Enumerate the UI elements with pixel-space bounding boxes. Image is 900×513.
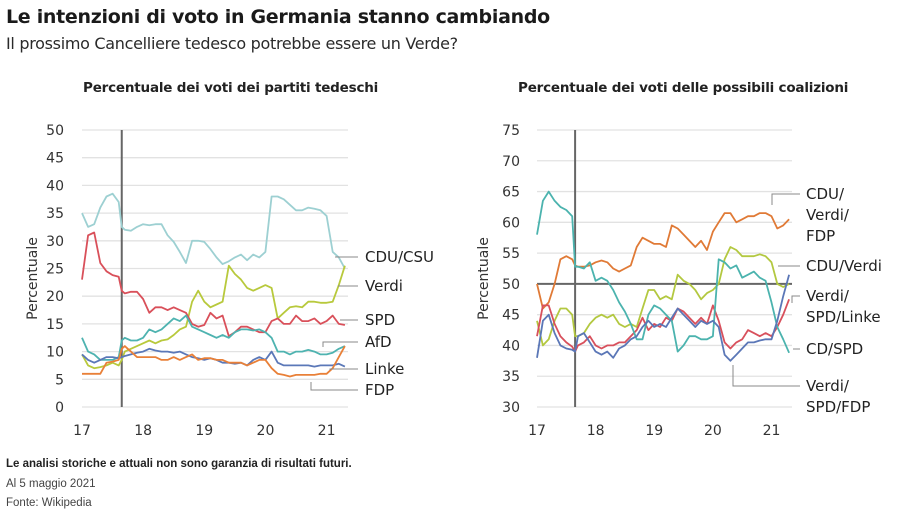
series-label: FDP [365,381,394,399]
series-label: CDU/ [806,185,845,203]
footer-date: Al 5 maggio 2021 [6,478,96,490]
series-line-fdp [82,345,346,378]
series-label: CD/SPD [806,340,863,358]
x-tick-label: 21 [318,423,336,439]
footer-source: Fonte: Wikipedia [6,497,92,509]
chart-parties: 0 5 10 15 20 25 30 35 40 45 50 17 18 19 20 21 Percentual… [25,123,434,439]
x-tick-label: 19 [645,423,663,439]
series-label: AfD [365,333,392,351]
footer-disclaimer: Le analisi storiche e attuali non sono g… [6,458,352,470]
series-line-afd [81,314,346,361]
series-line-verdi-spd-fdp [536,274,790,362]
label-leader-line [771,193,800,205]
y-tick-label: 40 [46,178,64,194]
x-tick-label: 18 [587,423,605,439]
series-label: CDU/CSU [365,248,434,266]
y-tick-label: 65 [502,185,520,201]
main-subtitle: Il prossimo Cancelliere tedesco potrebbe… [6,34,458,53]
label-leader-line [732,365,800,387]
y-tick-label: 45 [502,308,520,324]
y-tick-label: 30 [46,234,64,250]
chart-left-title: Percentuale dei voti dei partiti tedesch… [83,80,379,96]
y-tick-label: 50 [46,123,64,139]
y-tick-label: 55 [502,246,520,262]
label-leader-line [791,295,800,303]
series-label: Verdi/ [806,206,850,224]
series-label: SPD/FDP [806,398,870,416]
chart-coalitions: 30 35 40 45 50 55 60 65 70 75 17 18 19 20 21 Percentual… [476,123,882,439]
y-tick-label: 20 [46,289,64,305]
label-leader-line [310,382,358,391]
series-label: CDU/Verdi [806,257,882,275]
y-tick-label: 5 [55,372,64,388]
y-axis-label: Percentuale [25,237,41,320]
y-tick-label: 35 [46,206,64,222]
y-tick-label: 25 [46,262,64,278]
x-tick-label: 20 [257,423,275,439]
x-tick-label: 17 [528,423,546,439]
y-tick-label: 40 [502,338,520,354]
x-tick-label: 20 [704,423,722,439]
series-line-cd-spd [536,190,790,354]
label-leader-line [329,368,358,370]
y-tick-label: 70 [502,154,520,170]
y-tick-label: 10 [46,345,64,361]
chart-right-title: Percentuale dei voti delle possibili coa… [518,80,849,96]
series-label: SPD [365,311,395,329]
series-label: FDP [806,227,835,245]
y-tick-label: 60 [502,215,520,231]
y-tick-label: 0 [55,400,64,416]
series-line-spd [81,231,346,338]
main-title: Le intenzioni di voto in Germania stanno… [6,6,550,28]
y-tick-label: 50 [502,277,520,293]
series-label: SPD/Linke [806,308,881,326]
y-tick-label: 30 [502,400,520,416]
series-label: Verdi/ [806,287,850,305]
series-line-cdu-csu [81,192,346,269]
y-tick-label: 35 [502,369,520,385]
series-label: Linke [365,360,404,378]
y-tick-label: 15 [46,317,64,333]
series-label: Verdi [365,277,403,295]
series-label: Verdi/ [806,377,850,395]
x-tick-label: 19 [195,423,213,439]
label-leader-line [322,341,358,347]
y-tick-label: 45 [46,151,64,167]
y-axis-label: Percentuale [476,237,492,320]
y-tick-label: 75 [502,123,520,139]
x-tick-label: 17 [73,423,91,439]
x-tick-label: 21 [763,423,781,439]
series-line-cdu-verdi [536,246,790,347]
x-tick-label: 18 [134,423,152,439]
